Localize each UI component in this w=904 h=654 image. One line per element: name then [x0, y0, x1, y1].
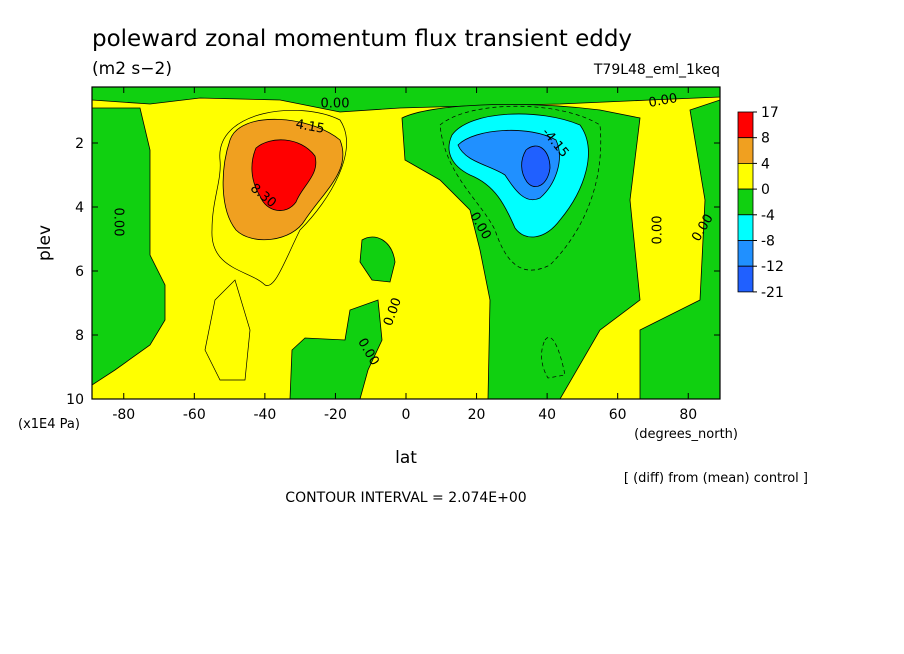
y-tick-label: 10 — [66, 392, 84, 408]
contour-line — [541, 337, 566, 379]
colorbar-label: -12 — [761, 259, 784, 275]
fill-region — [521, 145, 551, 187]
x-tick-label: -60 — [183, 407, 206, 423]
colorbar-box — [737, 111, 754, 139]
x-tick-label: 20 — [468, 407, 486, 423]
colorbar-label: -4 — [761, 208, 775, 224]
x-tick-label: -20 — [324, 407, 347, 423]
fill-region — [639, 99, 720, 399]
contour-label: 0.00 — [647, 91, 678, 111]
x-tick-label: 40 — [538, 407, 556, 423]
fill-region — [92, 87, 720, 113]
contour-line — [204, 279, 251, 381]
colorbar-box — [737, 240, 754, 267]
x-tick-label: 0 — [402, 407, 411, 423]
colorbar-label: 4 — [761, 156, 770, 172]
colorbar-box — [737, 137, 754, 164]
y-tick-label: 8 — [75, 328, 84, 344]
x-tick-label: 80 — [679, 407, 697, 423]
contour-interval: CONTOUR INTERVAL = 2.074E+00 — [285, 490, 526, 506]
dataset-label: T79L48_eml_1keq — [593, 62, 720, 78]
y-tick-label: 2 — [75, 136, 84, 152]
y-axis-label: plev — [35, 225, 55, 261]
colorbar-label: 8 — [761, 131, 770, 147]
colorbar-label: -21 — [761, 285, 784, 301]
contour-label: 4.15 — [294, 117, 325, 137]
y-units: (x1E4 Pa) — [18, 417, 80, 432]
contour-label: 0.00 — [651, 216, 666, 245]
colorbar-label: 0 — [761, 182, 770, 198]
colorbar-label: 17 — [761, 105, 779, 121]
contour-line — [439, 105, 602, 271]
chart-title: poleward zonal momentum flux transient e… — [92, 26, 632, 52]
chart-subtitle: (m2 s−2) — [92, 59, 172, 79]
fill-region — [251, 139, 317, 211]
contour-label: 0.00 — [321, 97, 350, 112]
x-units: (degrees_north) — [634, 427, 738, 442]
contour-line — [211, 110, 347, 286]
x-axis-label: lat — [395, 448, 417, 468]
colorbar-box — [737, 188, 754, 216]
colorbar-box — [737, 214, 754, 241]
note: [ (diff) from (mean) control ] — [624, 471, 808, 486]
x-tick-label: 60 — [609, 407, 627, 423]
y-tick-label: 4 — [75, 200, 84, 216]
fill-region — [92, 107, 166, 386]
fill-region — [359, 236, 396, 283]
contour-label: 0.00 — [111, 208, 126, 237]
y-tick-label: 6 — [75, 264, 84, 280]
colorbar-box — [737, 265, 754, 293]
x-tick-label: -40 — [253, 407, 276, 423]
contour-fills — [92, 87, 720, 399]
colorbar-label: -8 — [761, 234, 775, 250]
fill-region — [289, 299, 383, 399]
x-tick-label: -80 — [112, 407, 135, 423]
colorbar-box — [737, 162, 754, 190]
